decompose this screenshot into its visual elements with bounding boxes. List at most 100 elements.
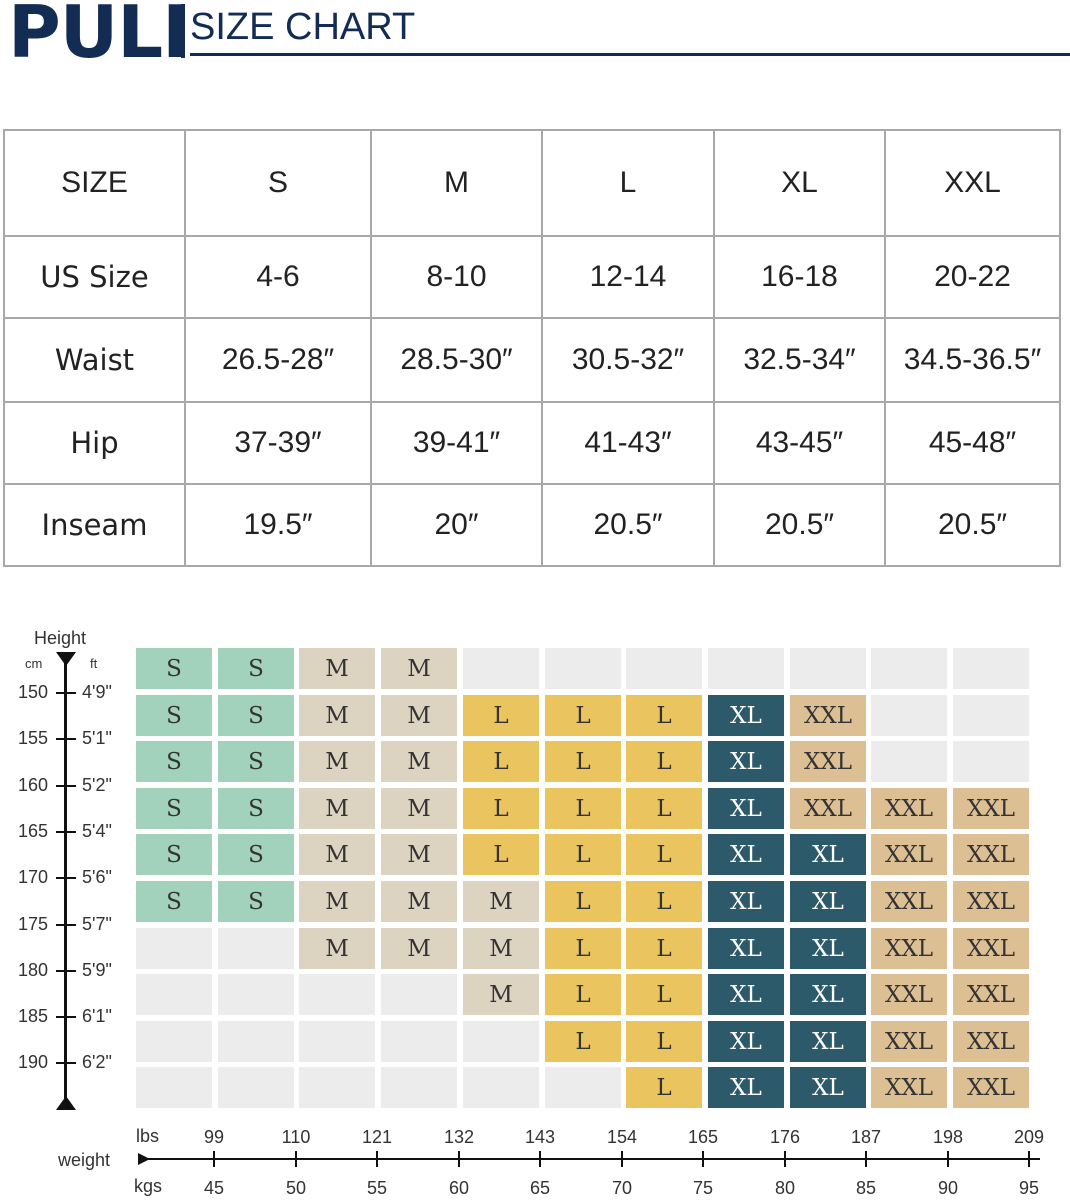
table-cell: 32.5-34″ <box>713 317 886 403</box>
height-ft-label: 5'4" <box>82 821 112 841</box>
weight-lbs-label: 176 <box>769 1127 801 1147</box>
weight-tick <box>539 1151 541 1167</box>
grid-cell-empty <box>871 695 947 736</box>
table-cell: 34.5-36.5″ <box>884 317 1061 403</box>
table-row: US Size 4-6 8-10 12-14 16-18 20-22 <box>3 235 1061 319</box>
grid-cell-xl: XL <box>790 1067 866 1108</box>
weight-lbs-label: 209 <box>1013 1127 1045 1147</box>
row-label-inseam: Inseam <box>3 483 186 567</box>
grid-cell-m: M <box>299 928 375 969</box>
height-tick <box>56 785 76 787</box>
height-cm-label: 150 <box>18 682 49 702</box>
row-label-waist: Waist <box>3 317 186 403</box>
grid-cell-l: L <box>545 834 621 875</box>
grid-cell-empty <box>545 648 621 689</box>
grid-cell-empty <box>218 974 294 1015</box>
grid-cell-s: S <box>136 881 212 922</box>
height-axis-line <box>64 660 67 1104</box>
cm-unit-label: cm <box>25 656 43 671</box>
weight-tick <box>458 1151 460 1167</box>
grid-cell-empty <box>463 648 539 689</box>
grid-cell-xl: XL <box>708 741 784 782</box>
grid-cell-s: S <box>136 834 212 875</box>
grid-cell-empty <box>136 1021 212 1062</box>
weight-kgs-label: 65 <box>529 1178 551 1198</box>
grid-cell-xxl: XXL <box>871 1067 947 1108</box>
grid-cell-m: M <box>381 648 457 689</box>
weight-lbs-label: 99 <box>203 1127 225 1147</box>
grid-cell-l: L <box>545 974 621 1015</box>
table-cell: 20-22 <box>884 235 1061 319</box>
grid-cell-m: M <box>299 788 375 829</box>
grid-cell-xxl: XXL <box>953 881 1029 922</box>
weight-tick <box>213 1151 215 1167</box>
grid-cell-l: L <box>545 1021 621 1062</box>
grid-cell-l: L <box>463 788 539 829</box>
grid-cell-s: S <box>218 881 294 922</box>
table-cell: 12-14 <box>541 235 715 319</box>
height-axis-top-arrow-icon <box>56 652 76 666</box>
table-cell: 37-39″ <box>184 401 372 485</box>
weight-kgs-label: 50 <box>285 1178 307 1198</box>
grid-cell-m: M <box>299 881 375 922</box>
grid-cell-empty <box>545 1067 621 1108</box>
title-underline <box>190 53 1070 56</box>
header-cell-size: SIZE <box>3 129 186 237</box>
height-tick <box>56 831 76 833</box>
row-label-us-size: US Size <box>3 235 186 319</box>
grid-cell-s: S <box>218 834 294 875</box>
grid-cell-m: M <box>463 928 539 969</box>
header-cell-l: L <box>541 129 715 237</box>
weight-lbs-label: 110 <box>281 1127 311 1147</box>
grid-cell-m: M <box>381 928 457 969</box>
weight-kgs-label: 95 <box>1018 1178 1040 1198</box>
height-axis-title: Height <box>34 628 87 648</box>
grid-cell-xl: XL <box>790 928 866 969</box>
kgs-unit-label: kgs <box>134 1176 163 1196</box>
grid-cell-l: L <box>626 834 702 875</box>
grid-cell-empty <box>381 1021 457 1062</box>
grid-cell-empty <box>218 928 294 969</box>
grid-cell-xxl: XXL <box>790 695 866 736</box>
grid-cell-empty <box>136 1067 212 1108</box>
table-cell: 39-41″ <box>370 401 543 485</box>
height-axis-bottom-arrow-icon <box>56 1096 76 1110</box>
weight-kgs-label: 55 <box>366 1178 388 1198</box>
grid-cell-empty <box>463 1067 539 1108</box>
grid-cell-m: M <box>299 695 375 736</box>
height-tick <box>56 1016 76 1018</box>
page-title: SIZE CHART <box>190 6 416 48</box>
grid-cell-l: L <box>626 881 702 922</box>
grid-cell-empty <box>953 741 1029 782</box>
grid-cell-xxl: XXL <box>953 788 1029 829</box>
grid-cell-empty <box>790 648 866 689</box>
grid-cell-s: S <box>218 741 294 782</box>
grid-cell-m: M <box>463 881 539 922</box>
height-ft-label: 5'9" <box>82 960 112 980</box>
weight-tick <box>865 1151 867 1167</box>
grid-cell-m: M <box>299 834 375 875</box>
grid-cell-empty <box>381 1067 457 1108</box>
header-cell-m: M <box>370 129 543 237</box>
grid-cell-xl: XL <box>708 788 784 829</box>
table-cell: 8-10 <box>370 235 543 319</box>
height-ft-label: 5'6" <box>82 867 112 887</box>
header-cell-s: S <box>184 129 372 237</box>
weight-axis-title: weight <box>58 1150 111 1170</box>
grid-cell-m: M <box>381 834 457 875</box>
weight-kgs-label: 80 <box>774 1178 796 1198</box>
grid-cell-l: L <box>463 695 539 736</box>
grid-cell-empty <box>871 648 947 689</box>
grid-cell-s: S <box>218 695 294 736</box>
weight-tick <box>947 1151 949 1167</box>
grid-cell-l: L <box>626 788 702 829</box>
height-tick <box>56 877 76 879</box>
header-cell-xl: XL <box>713 129 886 237</box>
weight-lbs-label: 187 <box>850 1127 882 1147</box>
weight-lbs-label: 132 <box>443 1127 475 1147</box>
grid-cell-empty <box>218 1067 294 1108</box>
height-tick <box>56 924 76 926</box>
table-cell: 20.5″ <box>713 483 886 567</box>
ft-unit-label: ft <box>90 656 98 671</box>
weight-lbs-label: 198 <box>932 1127 964 1147</box>
